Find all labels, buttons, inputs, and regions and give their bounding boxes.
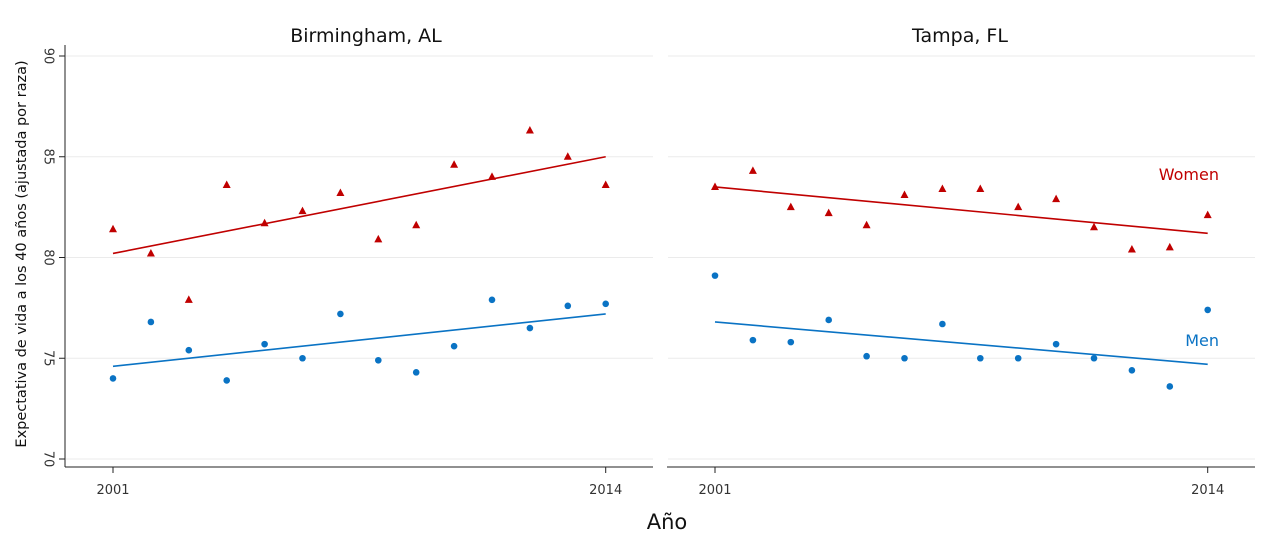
men-point (375, 356, 382, 364)
women-point (938, 184, 947, 192)
men-point (564, 302, 572, 310)
women-trend-line (112, 155, 606, 255)
women-point (786, 202, 795, 211)
y-axis-title: Expectativa de vida a los 40 años (ajust… (14, 60, 30, 447)
men-trend-line (714, 321, 1208, 366)
men-point (488, 296, 496, 304)
women-point (450, 160, 459, 168)
men-point (450, 342, 458, 350)
women-point (488, 172, 496, 180)
panel-title: Birmingham, AL (290, 25, 442, 47)
panel-title: Tampa, FL (911, 25, 1008, 47)
women-point (184, 295, 193, 303)
x-tick-label: 2001 (698, 483, 731, 498)
panel-1: 70 75 80 85 90 2001 2014 Birmingham, AL (41, 25, 653, 498)
panel-2: 2001 2014 Tampa, FL Women Men (667, 25, 1255, 498)
men-point (526, 324, 534, 332)
men-point (261, 340, 268, 348)
men-point (825, 316, 832, 324)
men-point (412, 369, 420, 376)
men-point (1052, 340, 1060, 348)
women-trend-line (714, 186, 1208, 235)
men-point (787, 338, 795, 346)
women-point (1127, 244, 1136, 253)
y-tick-label: 70 (41, 451, 56, 468)
women-point (976, 184, 985, 192)
y-tick-label: 80 (41, 249, 56, 266)
y-tick-label: 75 (41, 350, 56, 367)
men-point (863, 352, 870, 360)
y-tick-label: 85 (41, 148, 56, 165)
men-point (1166, 383, 1174, 390)
men-point (1128, 367, 1136, 374)
women-point (374, 234, 383, 243)
men-point (185, 346, 193, 354)
women-point (525, 126, 534, 134)
women-point (824, 208, 833, 217)
y-tick-label: 90 (41, 48, 56, 65)
women-point (1014, 202, 1023, 211)
men-point (749, 336, 757, 344)
women-point (601, 180, 610, 188)
x-axis-title: Año (647, 510, 688, 534)
men-point (147, 318, 155, 326)
men-label: Men (1185, 331, 1219, 350)
men-point (337, 310, 344, 318)
men-point (1014, 354, 1022, 362)
men-point (977, 354, 984, 362)
men-point (939, 320, 946, 328)
women-point (748, 166, 757, 174)
women-point (900, 190, 909, 199)
women-point (1165, 242, 1174, 251)
men-point (1204, 306, 1211, 314)
x-tick-label: 2014 (589, 483, 622, 498)
women-label: Women (1159, 165, 1219, 184)
men-point (109, 375, 117, 382)
women-point (260, 218, 269, 227)
men-point (299, 354, 306, 362)
women-point (711, 182, 719, 190)
men-trend-line (112, 313, 606, 368)
women-point (563, 152, 572, 160)
men-point (1090, 354, 1098, 362)
x-tick-label: 2001 (96, 483, 129, 498)
women-point (1052, 194, 1061, 203)
women-point (412, 220, 421, 229)
women-point (1203, 210, 1212, 219)
women-point (222, 180, 231, 188)
men-point (602, 300, 609, 308)
x-tick-label: 2014 (1191, 483, 1224, 498)
men-point (223, 377, 230, 384)
women-point (146, 248, 155, 257)
women-point (336, 188, 345, 197)
women-point (109, 224, 117, 233)
women-point (1090, 222, 1098, 231)
women-point (298, 206, 307, 215)
men-point (901, 354, 908, 362)
men-point (711, 272, 719, 279)
women-point (862, 220, 871, 229)
